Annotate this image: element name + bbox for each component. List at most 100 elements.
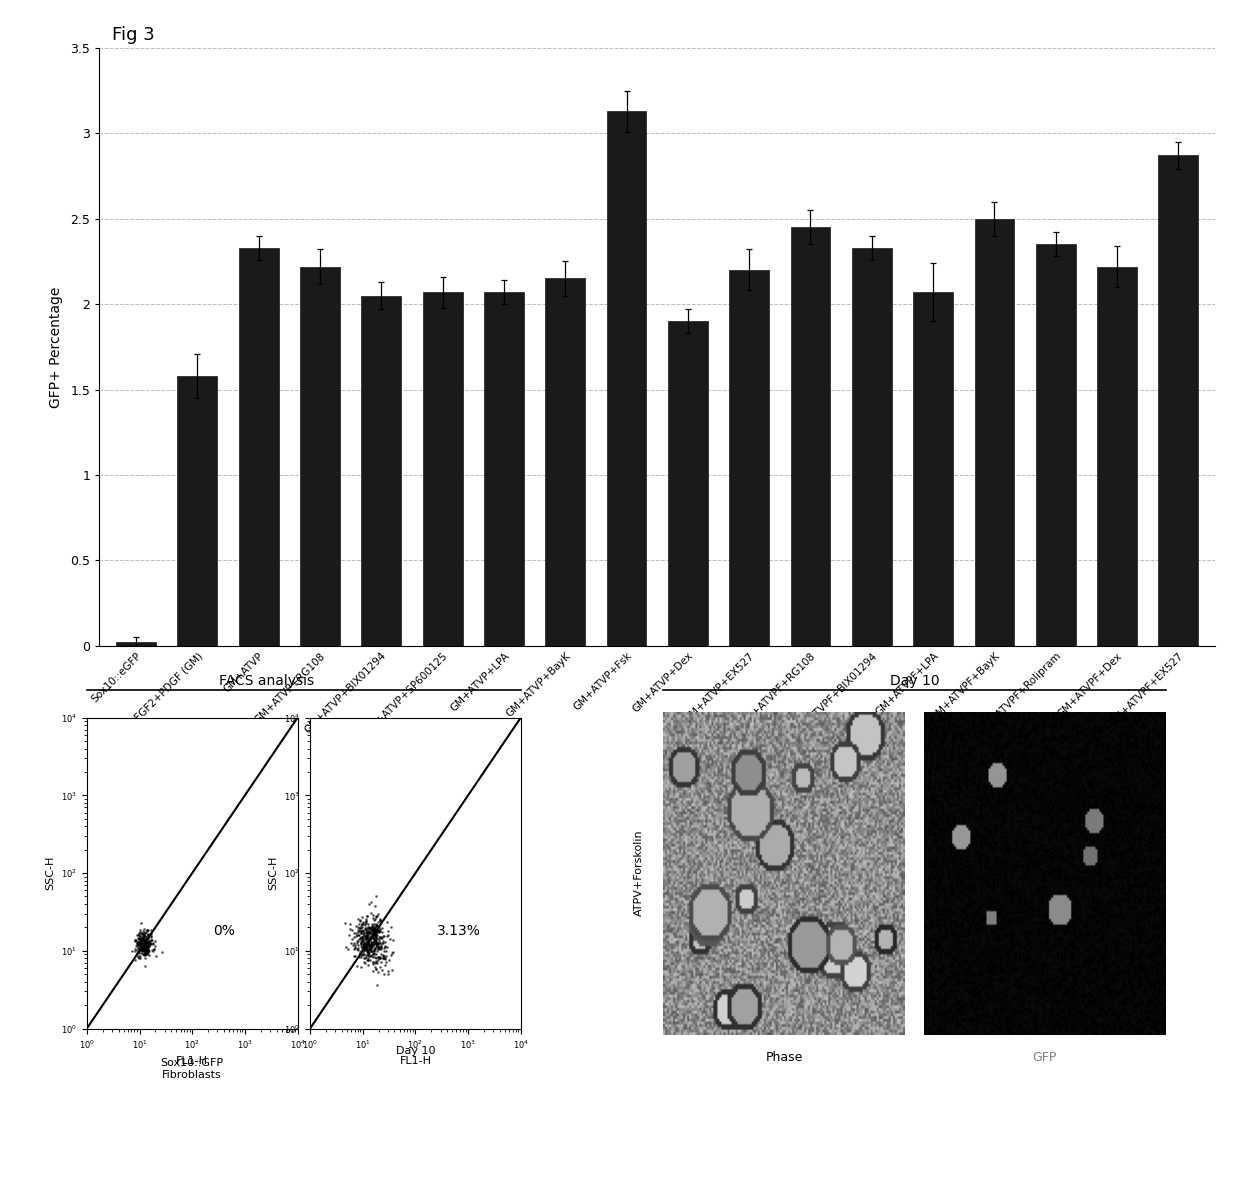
Bar	[177, 376, 217, 646]
Point	[352, 927, 372, 946]
Point	[131, 932, 151, 951]
Point	[370, 933, 389, 952]
Point	[368, 963, 388, 982]
Point	[352, 928, 372, 947]
Point	[357, 939, 377, 958]
Point	[139, 939, 159, 958]
Point	[135, 942, 155, 962]
Point	[138, 926, 157, 945]
Point	[348, 935, 368, 954]
Point	[377, 938, 397, 957]
Point	[357, 933, 377, 952]
Point	[361, 922, 381, 941]
Point	[361, 921, 381, 940]
Point	[347, 940, 367, 959]
Point	[128, 935, 148, 954]
Point	[370, 933, 389, 952]
Point	[136, 940, 156, 959]
Point	[362, 933, 382, 952]
Point	[141, 921, 161, 940]
Point	[130, 932, 150, 951]
Point	[358, 929, 378, 948]
Point	[136, 929, 156, 948]
Point	[367, 941, 387, 960]
Point	[357, 911, 377, 930]
Point	[370, 920, 389, 939]
Point	[370, 922, 389, 941]
Point	[366, 922, 386, 941]
Point	[140, 934, 160, 953]
Point	[141, 934, 161, 953]
Point	[366, 921, 386, 940]
Point	[134, 923, 154, 942]
Point	[131, 935, 151, 954]
Point	[365, 933, 384, 952]
Point	[131, 932, 151, 951]
Point	[133, 939, 153, 958]
Point	[363, 926, 383, 945]
Point	[362, 935, 382, 954]
Point	[342, 920, 362, 939]
Point	[361, 919, 381, 938]
Point	[352, 936, 372, 956]
Point	[144, 940, 164, 959]
Point	[133, 935, 153, 954]
Point	[362, 920, 382, 939]
Point	[367, 950, 387, 969]
Point	[360, 936, 379, 956]
Point	[351, 930, 371, 950]
Point	[133, 945, 153, 964]
Point	[366, 925, 386, 944]
Point	[343, 923, 363, 942]
Point	[358, 945, 378, 964]
Point	[361, 892, 381, 911]
Point	[353, 942, 373, 962]
Point	[367, 916, 387, 935]
Point	[131, 936, 151, 956]
Point	[131, 938, 151, 957]
Point	[138, 939, 157, 958]
Point	[135, 933, 155, 952]
Point	[367, 936, 387, 956]
Point	[138, 933, 157, 952]
Bar	[606, 111, 646, 646]
Point	[136, 934, 156, 953]
Point	[360, 939, 379, 958]
Point	[135, 930, 155, 950]
Point	[357, 907, 377, 926]
Point	[362, 938, 382, 957]
Point	[135, 945, 155, 964]
Point	[353, 945, 373, 964]
Point	[370, 948, 389, 968]
Point	[356, 934, 376, 953]
Point	[367, 935, 387, 954]
X-axis label: FL1-H: FL1-H	[399, 1056, 432, 1067]
Point	[138, 934, 157, 953]
Point	[129, 923, 149, 942]
Point	[356, 926, 376, 945]
Point	[358, 930, 378, 950]
Point	[145, 936, 165, 956]
Point	[365, 923, 384, 942]
Point	[138, 920, 157, 939]
Point	[352, 925, 372, 944]
Point	[128, 933, 148, 952]
Point	[351, 928, 371, 947]
Point	[363, 921, 383, 940]
Point	[136, 944, 156, 963]
Point	[130, 923, 150, 942]
Point	[370, 911, 389, 930]
Point	[357, 923, 377, 942]
Point	[135, 935, 155, 954]
Point	[358, 932, 378, 951]
Point	[133, 930, 153, 950]
Point	[136, 944, 156, 963]
Point	[128, 933, 148, 952]
Point	[138, 936, 157, 956]
Point	[134, 940, 154, 959]
Point	[377, 926, 397, 945]
Point	[351, 933, 371, 952]
Point	[135, 940, 155, 959]
Point	[129, 941, 149, 960]
Point	[135, 934, 155, 953]
